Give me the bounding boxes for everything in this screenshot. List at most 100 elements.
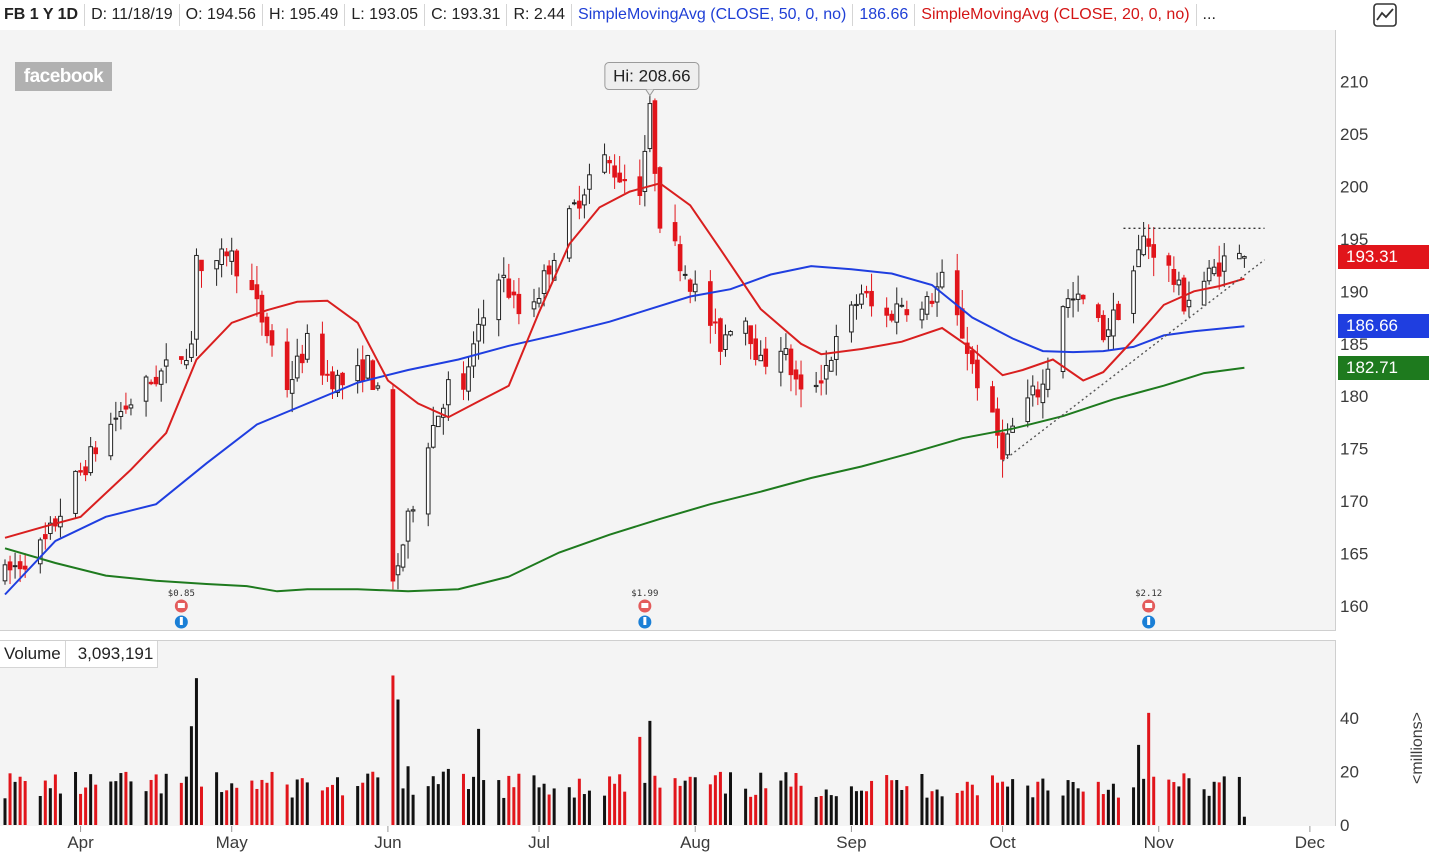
volume-bar xyxy=(119,773,123,825)
volume-bar xyxy=(270,771,274,825)
candle-body xyxy=(1186,299,1192,308)
sma50-study-label[interactable]: SimpleMovingAvg (CLOSE, 50, 0, no) xyxy=(572,4,854,26)
candle-body xyxy=(718,318,723,352)
volume-bar xyxy=(1071,781,1075,825)
volume-bar xyxy=(1101,794,1105,825)
volume-tick-label: 40 xyxy=(1340,709,1359,728)
candle-body xyxy=(1201,280,1207,306)
volume-bar xyxy=(472,776,476,825)
candle-body xyxy=(1136,249,1141,268)
candle-body xyxy=(1221,255,1227,272)
candle-body xyxy=(753,338,759,361)
volume-bar xyxy=(784,772,788,825)
month-tick-label: Dec xyxy=(1295,833,1326,852)
volume-bar xyxy=(834,796,838,825)
drawing-tool-button[interactable] xyxy=(1338,0,1431,30)
candle-body xyxy=(148,381,154,385)
volume-bar xyxy=(613,783,617,825)
volume-bar xyxy=(1111,783,1115,825)
volume-bar xyxy=(305,782,309,825)
volume-bar xyxy=(235,787,239,825)
candle-body xyxy=(1101,314,1106,341)
volume-bar xyxy=(764,788,768,825)
price-tick-label: 160 xyxy=(1340,597,1368,616)
candle-body xyxy=(229,250,235,262)
volume-bar xyxy=(74,771,78,825)
earnings-alarm-icon-face xyxy=(1145,603,1153,608)
volume-bar xyxy=(728,772,732,825)
candle-body xyxy=(924,296,930,315)
volume-bar xyxy=(859,790,863,825)
candle-body xyxy=(1216,262,1222,277)
volume-bar xyxy=(154,774,158,825)
earnings-alarm-icon-face xyxy=(177,603,185,608)
candle-body xyxy=(582,194,587,206)
volume-bar xyxy=(975,795,979,825)
volume-bar xyxy=(129,781,133,825)
volume-bar xyxy=(759,772,763,825)
volume-tick-label: 0 xyxy=(1340,816,1349,835)
volume-bar xyxy=(502,797,506,825)
volume-bar xyxy=(779,780,783,825)
candle-body xyxy=(446,379,451,406)
volume-bar xyxy=(638,736,642,825)
volume-bar xyxy=(159,793,163,825)
sma50-line xyxy=(4,265,1245,596)
volume-bar xyxy=(854,791,858,825)
candle-body xyxy=(249,280,255,291)
volume-bar xyxy=(623,791,627,825)
candle-body xyxy=(793,369,799,380)
volume-bar xyxy=(164,773,168,825)
candle-body xyxy=(798,374,804,390)
candle-body xyxy=(294,355,300,379)
candle-body xyxy=(571,202,577,205)
volume-bar xyxy=(940,796,944,825)
volume-bar xyxy=(658,787,662,825)
candle-body xyxy=(934,286,940,303)
volume-bar xyxy=(38,795,42,825)
volume-bar xyxy=(1207,795,1211,825)
volume-bar xyxy=(829,795,833,825)
candle-body xyxy=(657,167,663,229)
volume-bar xyxy=(512,787,516,825)
volume-tick-label: 20 xyxy=(1340,763,1359,782)
price-tick-label: 210 xyxy=(1340,73,1368,92)
candle-body xyxy=(708,281,713,326)
volume-bar xyxy=(572,797,576,825)
volume-bar xyxy=(723,793,727,825)
volume-bar xyxy=(497,780,501,825)
candle-body xyxy=(778,350,784,373)
candle-body xyxy=(1030,385,1036,396)
volume-bar xyxy=(391,675,395,825)
sma50-price-tag: 186.66 xyxy=(1338,314,1429,339)
volume-bar xyxy=(1147,712,1151,825)
volume-bar xyxy=(678,785,682,825)
candle-body xyxy=(728,330,733,336)
more-studies-button[interactable]: ... xyxy=(1202,6,1216,23)
volume-bar xyxy=(477,728,481,825)
volume-bar xyxy=(1132,787,1136,825)
candle-body xyxy=(48,522,53,535)
volume-bar xyxy=(179,782,183,825)
volume-bar xyxy=(955,793,959,825)
candle-body xyxy=(672,222,678,242)
sma200-line xyxy=(4,366,1245,593)
candle-body xyxy=(833,336,839,360)
sma20-study-label[interactable]: SimpleMovingAvg (CLOSE, 20, 0, no) xyxy=(915,4,1197,26)
volume-bar xyxy=(970,784,974,825)
candle-body xyxy=(541,270,547,294)
volume-bar xyxy=(870,780,874,825)
candle-body xyxy=(1045,368,1051,390)
sma50-study-value: 186.66 xyxy=(853,4,916,26)
symbol-label[interactable]: FB 1 Y 1D xyxy=(0,4,86,26)
candle-body xyxy=(1151,244,1157,258)
candle-body xyxy=(813,384,819,388)
volume-bar xyxy=(1217,782,1221,825)
volume-bar xyxy=(396,699,400,825)
volume-bar xyxy=(749,796,753,825)
sma20-line xyxy=(4,182,1245,539)
volume-bar xyxy=(1172,782,1176,825)
candle-body xyxy=(78,470,83,473)
candle-body xyxy=(370,360,376,391)
candle-body xyxy=(476,323,481,342)
